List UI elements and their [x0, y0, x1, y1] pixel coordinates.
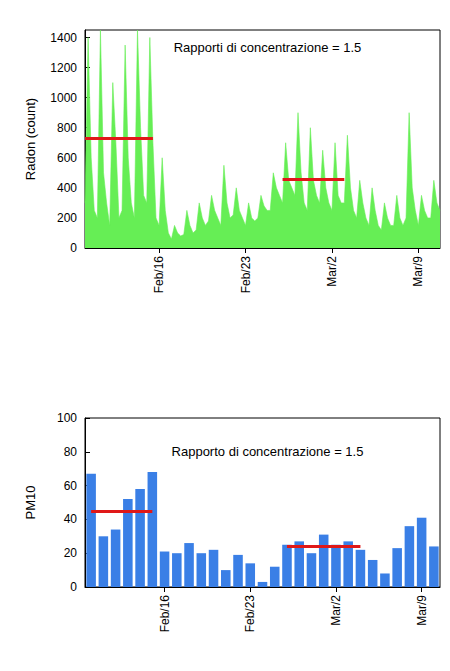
svg-text:400: 400 — [57, 181, 77, 195]
svg-text:1200: 1200 — [50, 61, 77, 75]
svg-text:1000: 1000 — [50, 91, 77, 105]
svg-text:20: 20 — [64, 546, 78, 560]
svg-text:Mar/9: Mar/9 — [415, 595, 429, 626]
svg-text:800: 800 — [57, 121, 77, 135]
svg-text:1400: 1400 — [50, 31, 77, 45]
svg-text:0: 0 — [70, 580, 77, 594]
svg-text:100: 100 — [57, 411, 77, 425]
svg-text:40: 40 — [64, 512, 78, 526]
svg-text:Feb/23: Feb/23 — [239, 256, 253, 294]
svg-text:Rapporti di concentrazione = 1: Rapporti di concentrazione = 1.5 — [174, 40, 362, 55]
svg-text:Mar/2: Mar/2 — [325, 256, 339, 287]
svg-text:Mar/9: Mar/9 — [411, 256, 425, 287]
svg-text:PM10: PM10 — [23, 486, 38, 520]
svg-text:60: 60 — [64, 479, 78, 493]
svg-text:80: 80 — [64, 445, 78, 459]
svg-text:600: 600 — [57, 151, 77, 165]
svg-text:Rapporto di concentrazione = 1: Rapporto di concentrazione = 1.5 — [172, 444, 364, 459]
svg-text:Feb/23: Feb/23 — [243, 595, 257, 633]
svg-text:Feb/16: Feb/16 — [158, 595, 172, 633]
svg-text:Radon (count): Radon (count) — [23, 98, 38, 180]
svg-text:0: 0 — [70, 241, 77, 255]
svg-text:Feb/16: Feb/16 — [152, 256, 166, 294]
svg-text:Mar/2: Mar/2 — [329, 595, 343, 626]
svg-text:200: 200 — [57, 211, 77, 225]
